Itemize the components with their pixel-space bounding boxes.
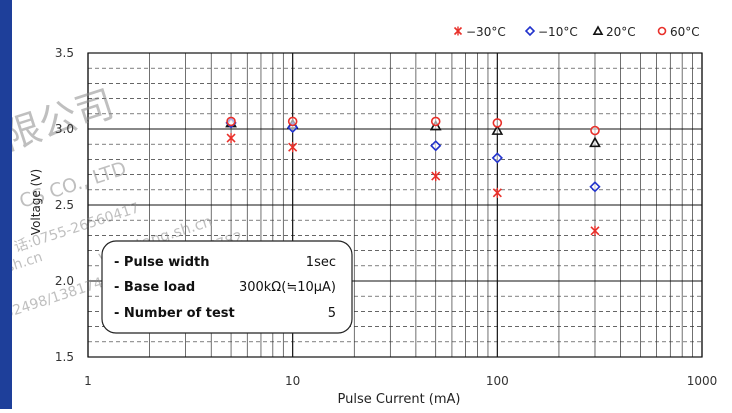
y-tick-labels: 1.5 2.0 2.5 3.0 3.5 (55, 46, 74, 364)
data-point (590, 125, 600, 136)
plot-border (87, 52, 703, 358)
legend-label: 20°C (606, 25, 636, 39)
data-point (226, 116, 236, 127)
series-circle (226, 116, 600, 136)
x-tick-label: 1000 (687, 374, 718, 388)
data-point (589, 136, 601, 148)
left-accent-bar (0, 0, 12, 409)
data-point (430, 116, 441, 127)
data-point (589, 181, 601, 193)
legend-item: −10°C (524, 25, 578, 39)
x-tick-label: 10 (285, 374, 300, 388)
legend-label: 60°C (670, 25, 700, 39)
annotation-label: - Pulse width (114, 255, 209, 270)
x-tick-label: 1 (84, 374, 92, 388)
data-point (288, 142, 298, 153)
legend-label: −10°C (538, 25, 578, 39)
watermark-text: 限公司 (0, 81, 119, 158)
series-triangle (225, 116, 601, 148)
y-tick-label: 3.0 (55, 122, 74, 136)
legend: −30°C −10°C 20°C 60°C (453, 25, 700, 39)
data-point (287, 116, 298, 127)
y-tick-label: 2.0 (55, 274, 74, 288)
legend-label: −30°C (466, 25, 506, 39)
x-tick-label: 100 (486, 374, 509, 388)
data-point (226, 133, 236, 144)
annotation-value: 5 (328, 306, 336, 321)
data-point (491, 124, 504, 135)
series-layer (225, 116, 601, 236)
y-tick-label: 1.5 (55, 350, 74, 364)
annotation-value: 300kΩ(≒10μA) (239, 280, 336, 295)
series-asterisk (226, 133, 600, 236)
annotation-box: - Pulse width 1sec - Base load 300kΩ(≒10μA)… (101, 240, 353, 334)
y-axis-label: Voltage (V) (29, 169, 43, 235)
annotation-label: - Base load (114, 280, 195, 295)
plot-area-border (87, 52, 703, 358)
legend-item: 20°C (592, 25, 636, 39)
y-tick-label: 3.5 (55, 46, 74, 60)
x-tick-labels: 1 10 100 1000 (84, 374, 717, 388)
legend-marker (592, 25, 604, 36)
annotation-box-border (101, 240, 353, 334)
legend-item: −30°C (453, 25, 506, 39)
annotation-label: - Number of test (114, 306, 235, 321)
annotation-value: 1sec (306, 255, 336, 270)
data-point (492, 118, 503, 128)
y-tick-label: 2.5 (55, 198, 74, 212)
legend-marker (524, 25, 536, 37)
data-point (430, 140, 442, 152)
data-point (491, 152, 503, 164)
data-point (492, 187, 502, 198)
x-axis-label: Pulse Current (mA) (337, 392, 460, 407)
legend-marker (453, 26, 463, 36)
data-point (431, 171, 441, 182)
data-point (590, 225, 600, 236)
legend-item: 60°C (657, 25, 700, 39)
legend-marker (657, 26, 667, 36)
